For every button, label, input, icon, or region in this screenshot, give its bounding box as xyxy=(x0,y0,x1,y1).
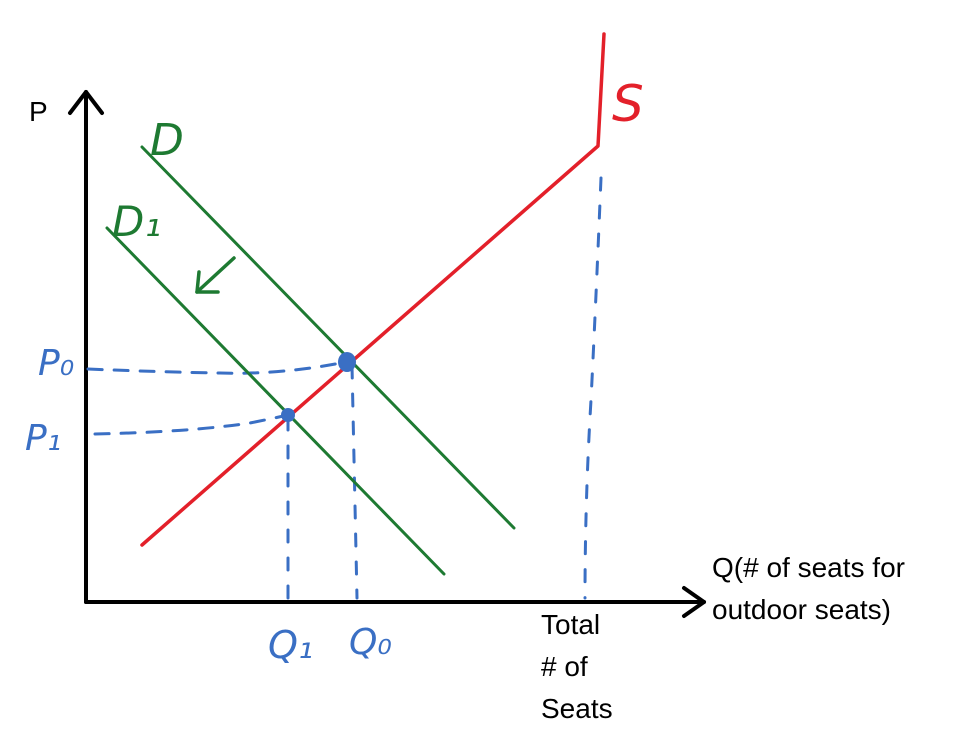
demand-label-D1: D₁ xyxy=(112,197,161,246)
demand-shift-arrow xyxy=(197,258,234,292)
equilibrium-point-new xyxy=(281,408,295,422)
supply-label: S xyxy=(612,75,644,133)
price-label-p1: P₁ xyxy=(25,418,61,459)
demand-curve-D xyxy=(142,147,514,528)
x-axis-label-line1: Q(# of seats for xyxy=(712,552,905,583)
quantity-label-q1: Q₁ xyxy=(268,623,313,667)
capacity-label-line1: Total xyxy=(541,609,600,640)
capacity-label-line3: Seats xyxy=(541,693,613,724)
x-axis-label-line2: outdoor seats) xyxy=(712,594,891,625)
equilibrium-point-original xyxy=(338,352,356,372)
quantity-label-q0: Q₀ xyxy=(349,622,392,663)
capacity-label-line2: # of xyxy=(541,651,588,682)
p0-guide-line xyxy=(88,362,346,373)
p1-guide-line xyxy=(95,415,288,434)
demand-label-D: D xyxy=(150,115,184,166)
y-axis-label: P xyxy=(29,96,48,127)
price-label-p0: P₀ xyxy=(38,343,74,384)
demand-curve-D1 xyxy=(107,228,444,574)
supply-curve-S xyxy=(142,34,604,545)
capacity-guide-line xyxy=(585,178,601,598)
